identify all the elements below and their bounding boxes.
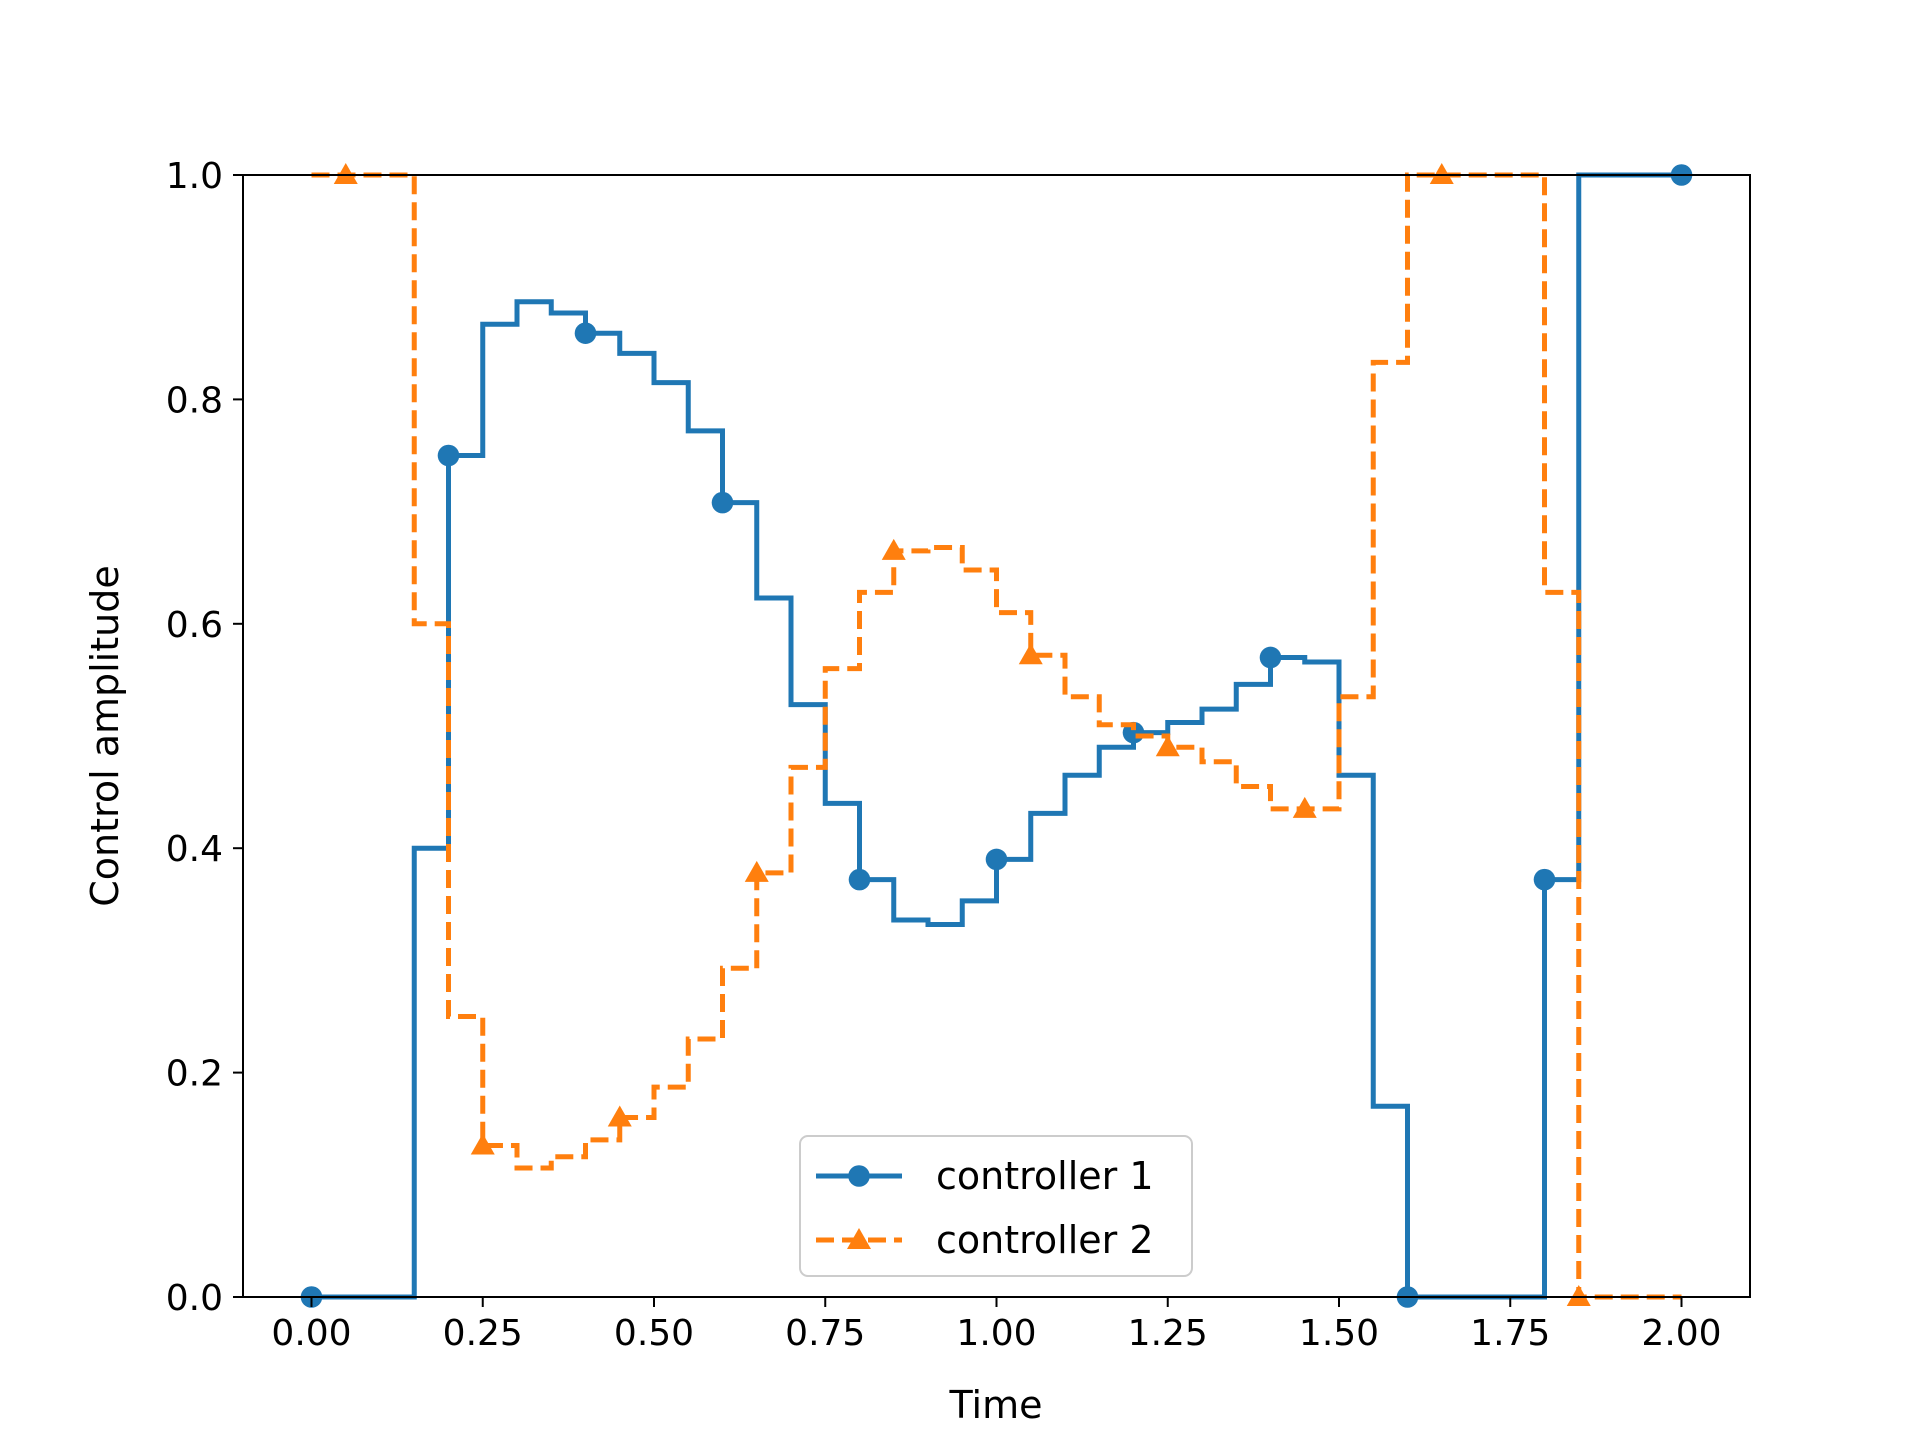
y-tick-label: 0.2 <box>166 1054 223 1095</box>
ticks-layer: 0.00 0.25 0.50 0.75 1.00 1.25 1.50 1.75 2.00 0.0 0… <box>166 156 1722 1354</box>
plot-area-background <box>243 175 1750 1297</box>
data-point-controller-1 <box>574 322 597 345</box>
x-tick-label: 0.00 <box>271 1313 351 1354</box>
legend-item-controller-1: controller 1 <box>816 1154 1154 1198</box>
x-tick-label: 1.75 <box>1470 1313 1550 1354</box>
x-tick-label: 0.75 <box>785 1313 865 1354</box>
data-point-controller-2 <box>1018 643 1043 665</box>
legend: controller 1 controller 2 <box>799 1135 1193 1277</box>
data-point-controller-2 <box>1155 735 1180 757</box>
data-point-controller-2 <box>881 538 906 560</box>
data-point-controller-2 <box>470 1133 495 1155</box>
data-point-controller-1 <box>985 848 1008 871</box>
x-tick-label: 0.25 <box>443 1313 523 1354</box>
legend-marker-controller-2 <box>847 1228 871 1249</box>
data-point-controller-1 <box>437 444 460 467</box>
series-layer <box>300 163 1693 1308</box>
data-point-controller-2 <box>744 860 769 882</box>
legend-label-controller-2: controller 2 <box>936 1218 1154 1262</box>
y-tick-label: 0.4 <box>166 829 223 870</box>
legend-items: controller 1 controller 2 <box>816 1154 1154 1262</box>
data-point-controller-2 <box>1429 163 1454 184</box>
data-point-controller-1 <box>711 491 734 514</box>
y-tick-label: 1.0 <box>166 156 223 197</box>
data-point-controller-2 <box>607 1105 632 1127</box>
y-axis-label: Control amplitude <box>83 565 127 906</box>
series-line-controller-2 <box>311 172 1682 1300</box>
series-controller-2 <box>311 163 1682 1306</box>
data-point-controller-2 <box>1566 1285 1591 1306</box>
data-point-controller-1 <box>1533 868 1556 891</box>
series-markers-controller-2 <box>333 163 1591 1306</box>
data-point-controller-1 <box>1259 646 1282 669</box>
y-tick-label: 0.0 <box>166 1278 223 1319</box>
legend-item-controller-2: controller 2 <box>816 1218 1154 1262</box>
series-line-controller-1 <box>311 172 1682 1300</box>
data-point-controller-2 <box>1292 796 1317 818</box>
x-tick-label: 1.00 <box>956 1313 1036 1354</box>
x-tick-label: 2.00 <box>1641 1313 1721 1354</box>
x-tick-label: 1.50 <box>1299 1313 1379 1354</box>
data-point-controller-2 <box>333 163 358 184</box>
x-axis-label: Time <box>949 1383 1043 1427</box>
y-tick-label: 0.8 <box>166 380 223 421</box>
legend-marker-controller-1 <box>848 1165 870 1187</box>
legend-label-controller-1: controller 1 <box>936 1154 1154 1198</box>
x-tick-label: 0.50 <box>614 1313 694 1354</box>
y-tick-label: 0.6 <box>166 605 223 646</box>
x-tick-label: 1.25 <box>1128 1313 1208 1354</box>
data-point-controller-1 <box>848 868 871 891</box>
